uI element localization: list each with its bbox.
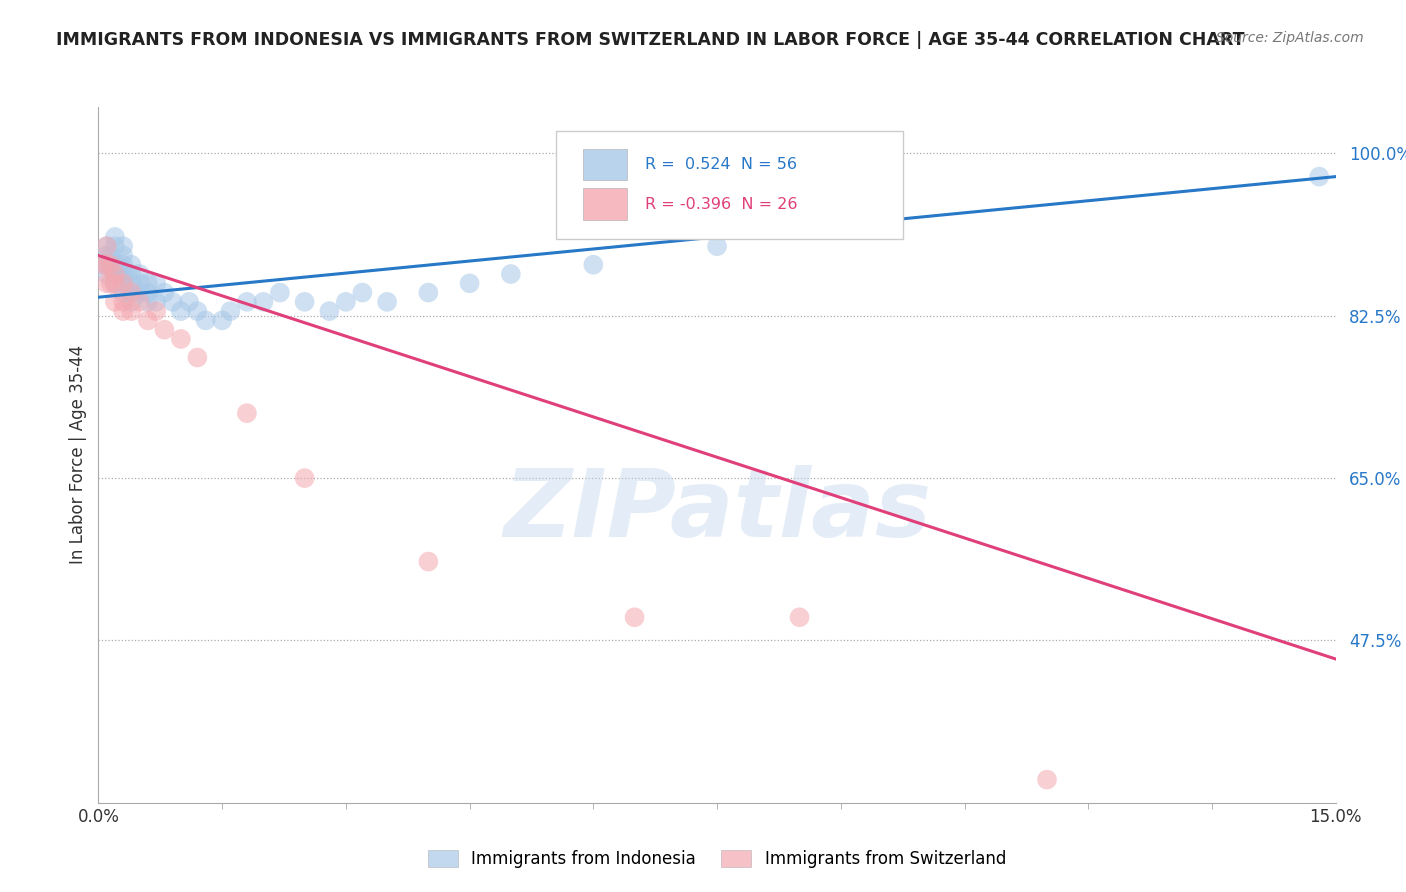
Point <box>96 258 118 272</box>
Point <box>120 267 142 281</box>
Point <box>186 351 208 365</box>
Point <box>418 555 440 569</box>
Point <box>145 277 167 291</box>
Point <box>112 239 135 253</box>
Point <box>236 406 259 420</box>
Point <box>120 285 142 300</box>
Point <box>104 258 127 272</box>
Point <box>120 277 142 291</box>
Point <box>100 248 122 262</box>
Point <box>91 258 114 272</box>
Point <box>128 285 150 300</box>
Point <box>120 294 142 309</box>
Bar <box>583 149 627 180</box>
Point <box>96 239 118 253</box>
Legend: Immigrants from Indonesia, Immigrants from Switzerland: Immigrants from Indonesia, Immigrants fr… <box>422 843 1012 874</box>
Point <box>352 285 374 300</box>
Point <box>186 304 208 318</box>
Point <box>706 239 728 253</box>
Point <box>104 277 127 291</box>
Point <box>136 294 159 309</box>
Point <box>153 323 176 337</box>
Point <box>104 267 127 281</box>
Text: IMMIGRANTS FROM INDONESIA VS IMMIGRANTS FROM SWITZERLAND IN LABOR FORCE | AGE 35: IMMIGRANTS FROM INDONESIA VS IMMIGRANTS … <box>56 31 1244 49</box>
Point <box>96 277 118 291</box>
Point <box>120 258 142 272</box>
Point <box>112 294 135 309</box>
Point <box>100 258 122 272</box>
Point <box>112 248 135 262</box>
Point <box>100 277 122 291</box>
Point <box>582 258 605 272</box>
Point <box>136 285 159 300</box>
Point <box>120 304 142 318</box>
Point <box>830 211 852 226</box>
Point <box>1308 169 1330 184</box>
Point <box>128 277 150 291</box>
Point <box>145 304 167 318</box>
Y-axis label: In Labor Force | Age 35-44: In Labor Force | Age 35-44 <box>69 345 87 565</box>
Point <box>623 610 645 624</box>
Point <box>108 267 131 281</box>
Point <box>294 294 316 309</box>
Point <box>219 304 242 318</box>
Point <box>236 294 259 309</box>
Point <box>112 285 135 300</box>
Point <box>100 258 122 272</box>
Point <box>91 258 114 272</box>
Point <box>96 248 118 262</box>
Point <box>112 267 135 281</box>
Point <box>294 471 316 485</box>
Text: R = -0.396  N = 26: R = -0.396 N = 26 <box>645 196 797 211</box>
Point <box>153 285 176 300</box>
Point <box>162 294 184 309</box>
Point <box>128 294 150 309</box>
Point <box>318 304 340 318</box>
Point <box>269 285 291 300</box>
Point <box>211 313 233 327</box>
Point <box>96 239 118 253</box>
Point <box>128 267 150 281</box>
Bar <box>583 188 627 219</box>
Point <box>104 239 127 253</box>
Point <box>104 294 127 309</box>
Point <box>112 277 135 291</box>
Point <box>170 304 193 318</box>
Point <box>179 294 201 309</box>
Text: Source: ZipAtlas.com: Source: ZipAtlas.com <box>1216 31 1364 45</box>
Point <box>96 267 118 281</box>
Point <box>499 267 522 281</box>
FancyBboxPatch shape <box>557 131 903 239</box>
Text: R =  0.524  N = 56: R = 0.524 N = 56 <box>645 157 797 172</box>
Point <box>112 258 135 272</box>
Point <box>252 294 274 309</box>
Point <box>194 313 217 327</box>
Point <box>418 285 440 300</box>
Point <box>120 285 142 300</box>
Point <box>145 294 167 309</box>
Point <box>136 313 159 327</box>
Point <box>112 277 135 291</box>
Point <box>96 258 118 272</box>
Point <box>104 267 127 281</box>
Point <box>108 258 131 272</box>
Point <box>789 610 811 624</box>
Point <box>375 294 398 309</box>
Point <box>136 277 159 291</box>
Point <box>104 277 127 291</box>
Point <box>112 304 135 318</box>
Point <box>170 332 193 346</box>
Text: ZIPatlas: ZIPatlas <box>503 465 931 557</box>
Point <box>1036 772 1059 787</box>
Point <box>458 277 481 291</box>
Point <box>335 294 357 309</box>
Point <box>104 230 127 244</box>
